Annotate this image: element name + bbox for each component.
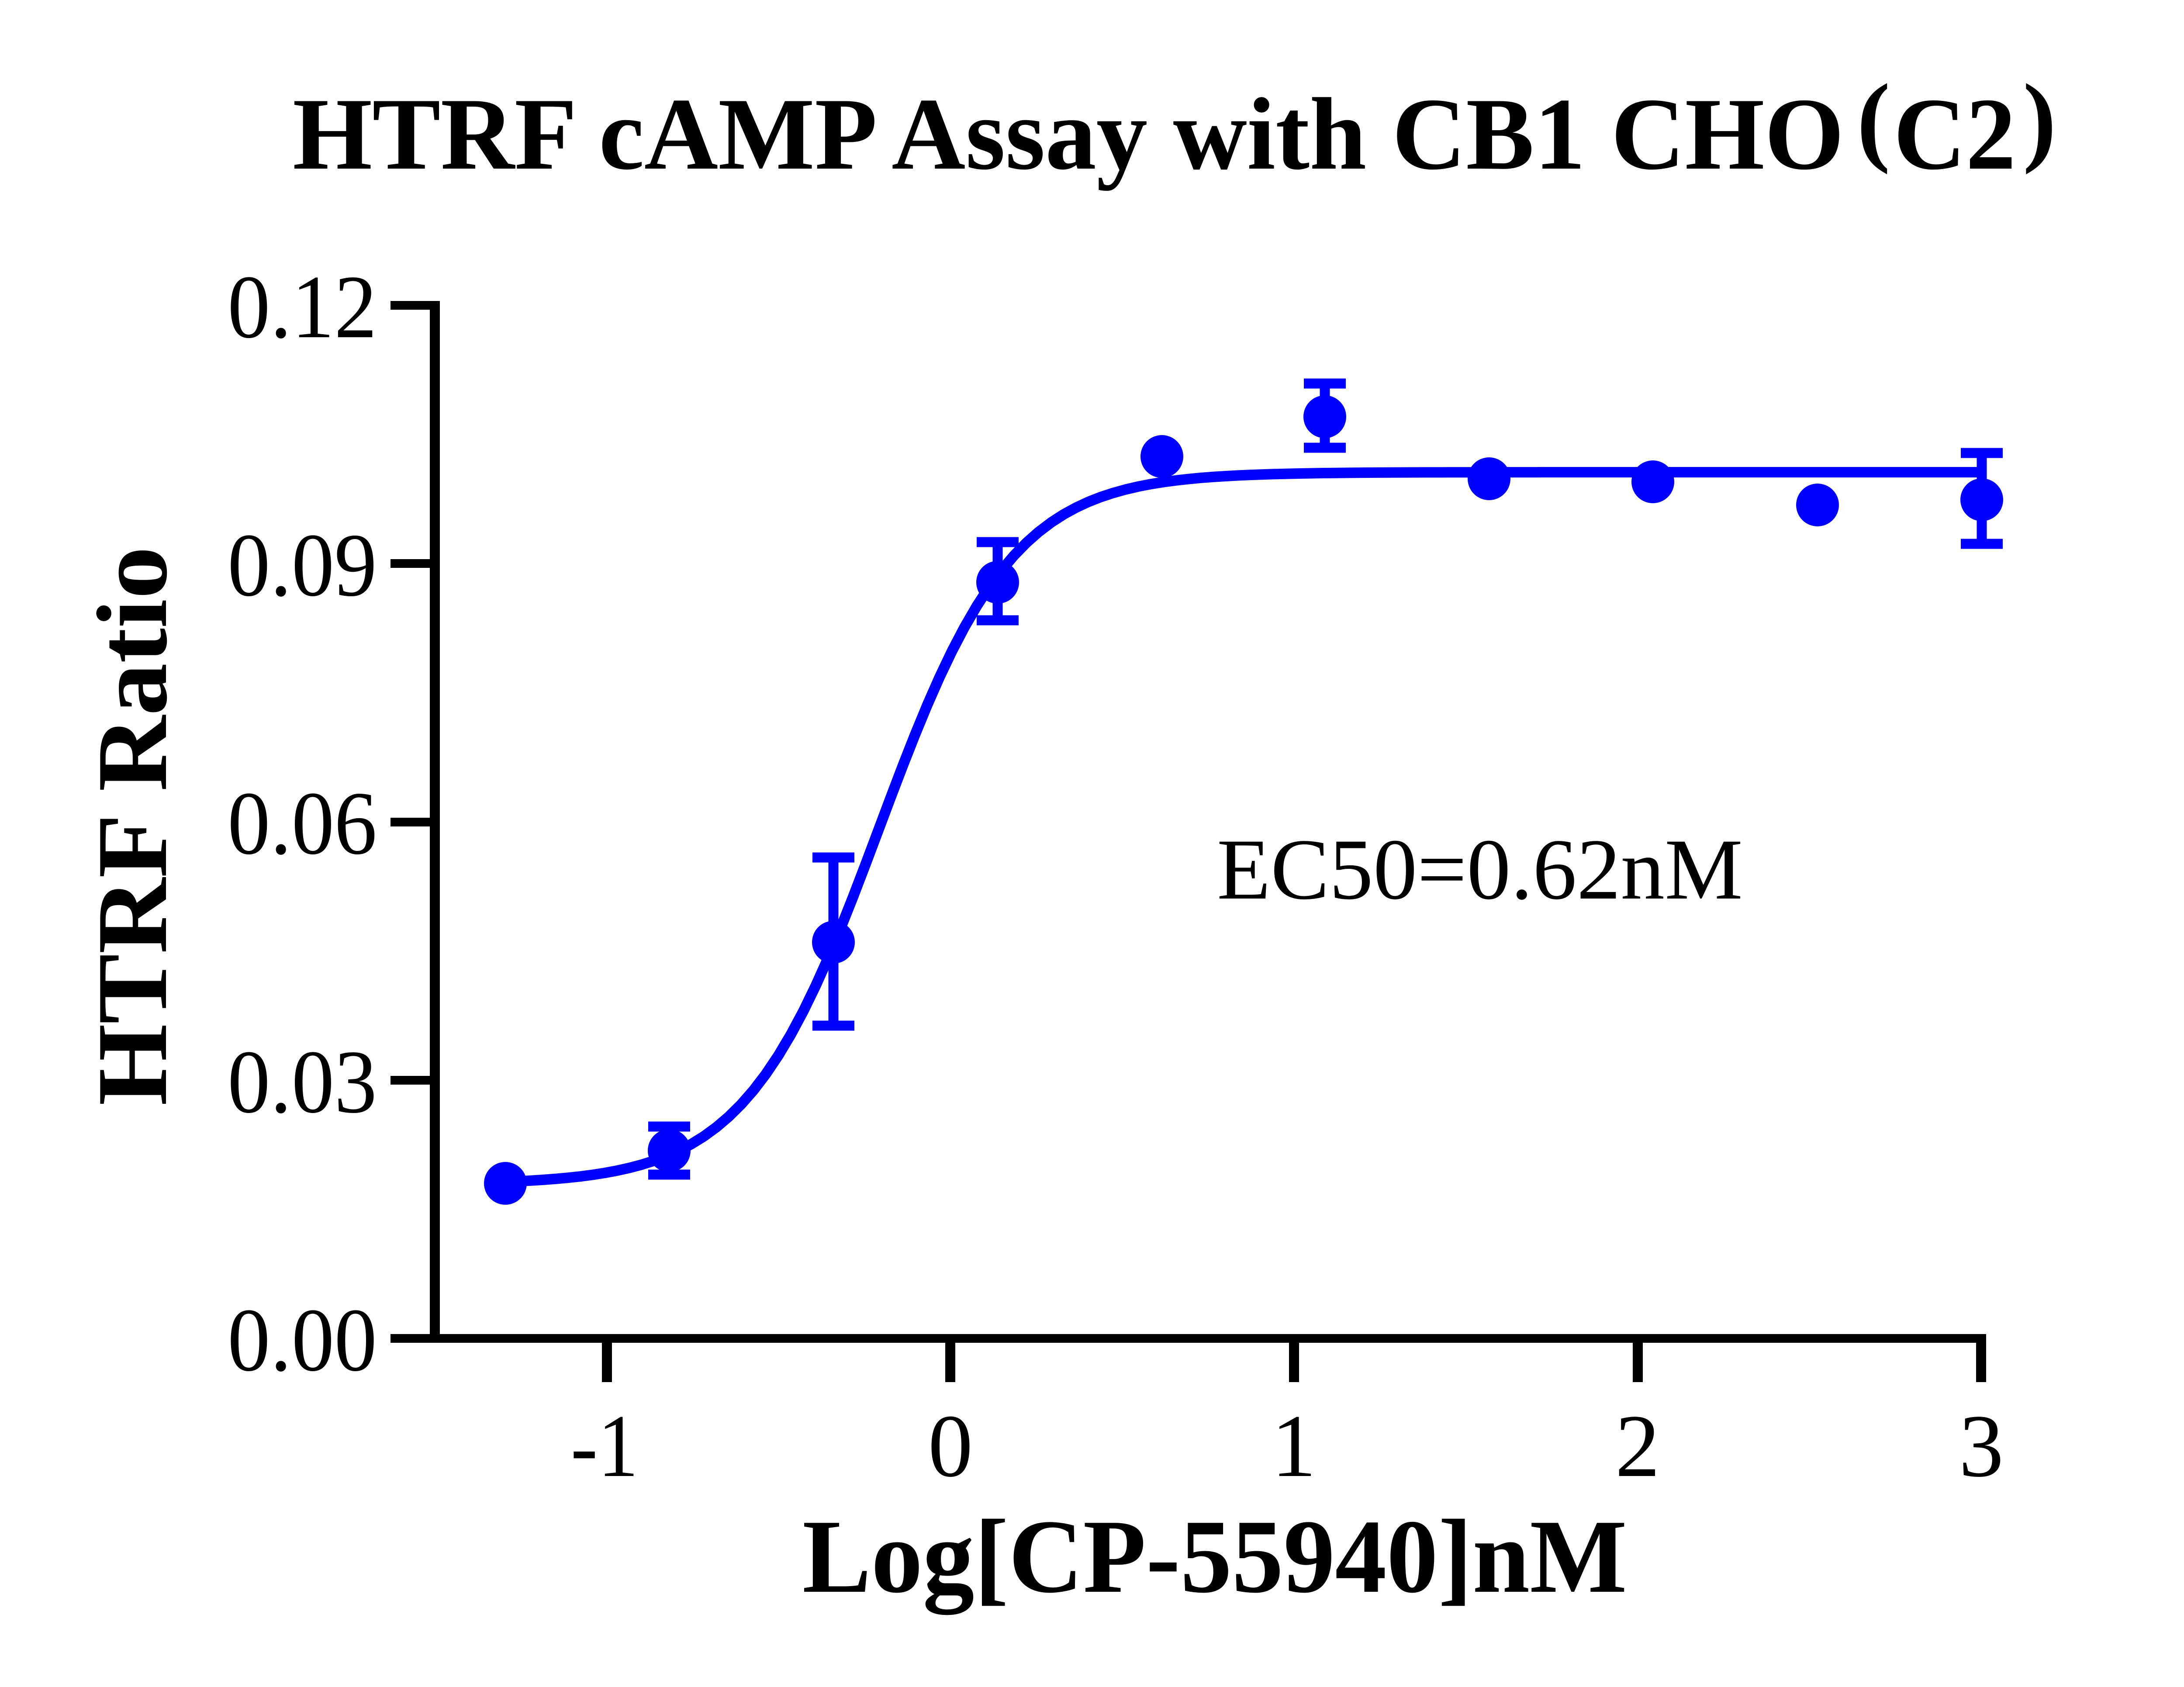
svg-text:0.09: 0.09	[228, 515, 377, 615]
svg-text:0: 0	[928, 1397, 973, 1496]
svg-text:0.06: 0.06	[228, 773, 377, 873]
svg-text:0.00: 0.00	[228, 1290, 377, 1390]
svg-text:EC50=0.62nM: EC50=0.62nM	[1217, 822, 1743, 918]
svg-text:HTRF Ratio: HTRF Ratio	[76, 546, 188, 1106]
svg-text:1: 1	[1272, 1397, 1317, 1496]
svg-text:0.12: 0.12	[228, 257, 377, 357]
svg-text:3: 3	[1959, 1397, 2004, 1496]
svg-text:C2: C2	[1894, 77, 2016, 191]
svg-text:-1: -1	[571, 1397, 639, 1496]
svg-text:): )	[2023, 63, 2056, 175]
svg-text:2: 2	[1615, 1397, 1660, 1496]
svg-text:0.03: 0.03	[228, 1032, 377, 1132]
svg-text:(: (	[1857, 63, 1890, 175]
svg-text:HTRF cAMP Assay with CB1 CHO: HTRF cAMP Assay with CB1 CHO	[293, 77, 1844, 191]
svg-text:Log[CP-55940]nM: Log[CP-55940]nM	[802, 1498, 1627, 1615]
